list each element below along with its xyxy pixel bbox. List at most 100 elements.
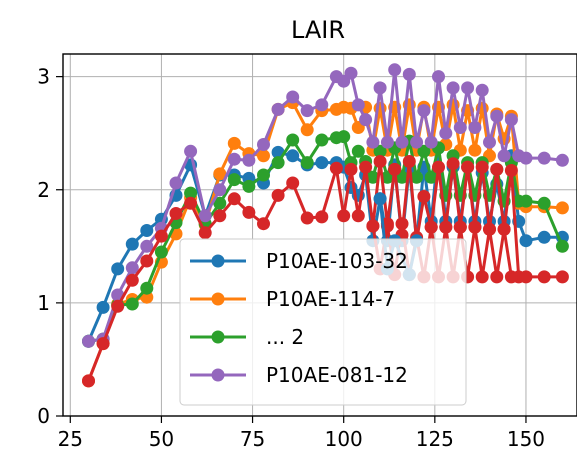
- data-point: [111, 299, 125, 313]
- x-tick-label: 100: [325, 427, 363, 451]
- data-point: [432, 160, 445, 174]
- data-point: [82, 334, 95, 348]
- data-point: [184, 144, 198, 158]
- data-point: [424, 220, 438, 234]
- data-point: [286, 133, 300, 147]
- legend: P10AE-103-32 P10AE-114-7 ... 2 P10AE-081-12: [179, 238, 467, 406]
- data-point: [519, 270, 533, 284]
- data-point: [257, 149, 270, 163]
- data-point: [373, 155, 387, 168]
- data-point: [388, 162, 402, 176]
- data-point: [286, 149, 300, 163]
- data-point: [388, 63, 402, 77]
- data-point: [468, 143, 482, 157]
- legend-item: P10AE-081-12: [190, 363, 408, 387]
- data-point: [227, 192, 241, 206]
- data-point: [140, 254, 154, 268]
- data-point: [227, 136, 241, 150]
- y-tick-label: 2: [37, 178, 50, 202]
- legend-box: [179, 238, 467, 406]
- data-point: [366, 170, 380, 184]
- data-point: [417, 104, 431, 118]
- x-tick-label: 125: [416, 427, 454, 451]
- data-point: [410, 135, 424, 149]
- data-point: [490, 109, 504, 123]
- data-point: [497, 149, 511, 163]
- data-point: [555, 270, 569, 284]
- data-point: [504, 164, 518, 177]
- data-point: [213, 209, 227, 223]
- series-line: [88, 68, 563, 343]
- data-point: [344, 66, 358, 80]
- data-point: [373, 144, 387, 158]
- data-point: [537, 151, 551, 165]
- legend-swatch-marker: [211, 368, 225, 382]
- data-point: [257, 168, 270, 182]
- data-point: [475, 160, 489, 174]
- data-point: [271, 156, 285, 170]
- data-point: [125, 273, 139, 287]
- data-point: [555, 153, 569, 167]
- data-point: [82, 374, 95, 388]
- data-point: [359, 160, 373, 174]
- data-point: [286, 90, 300, 104]
- data-point: [537, 230, 551, 244]
- data-point: [329, 161, 343, 175]
- data-point: [125, 297, 139, 311]
- x-axis: 25 50 75 100 125 150: [58, 416, 545, 451]
- data-point: [198, 209, 212, 223]
- data-point: [242, 205, 256, 219]
- data-point: [475, 270, 489, 284]
- data-point: [300, 104, 314, 118]
- y-axis: 0 1 2 3: [37, 65, 63, 428]
- legend-swatch-marker: [211, 292, 225, 306]
- data-point: [537, 270, 551, 284]
- legend-swatch-marker: [211, 254, 225, 268]
- data-point: [140, 239, 154, 253]
- chart-title: LAIR: [291, 16, 345, 44]
- data-point: [344, 162, 358, 176]
- data-point: [227, 152, 241, 166]
- legend-label: P10AE-103-32: [266, 249, 408, 273]
- data-point: [373, 192, 387, 206]
- data-point: [453, 220, 467, 234]
- data-point: [380, 135, 394, 149]
- data-point: [461, 160, 475, 174]
- data-point: [351, 209, 365, 223]
- y-tick-label: 1: [37, 291, 50, 315]
- data-point: [184, 196, 198, 210]
- data-point: [213, 183, 227, 197]
- data-point: [242, 179, 256, 193]
- data-point: [227, 173, 241, 187]
- data-point: [257, 217, 270, 231]
- data-point: [359, 113, 373, 127]
- data-point: [439, 220, 453, 234]
- legend-item: P10AE-103-32: [190, 249, 408, 273]
- data-point: [439, 126, 453, 140]
- legend-swatch-marker: [211, 330, 225, 344]
- data-point: [402, 155, 416, 168]
- plot-area: [82, 63, 569, 388]
- data-point: [184, 186, 198, 200]
- data-point: [432, 70, 445, 84]
- data-point: [519, 151, 533, 165]
- data-point: [169, 176, 183, 190]
- legend-label: P10AE-081-12: [266, 363, 408, 387]
- data-point: [213, 196, 227, 210]
- data-point: [410, 170, 424, 184]
- data-point: [395, 135, 409, 149]
- data-point: [315, 133, 329, 147]
- data-point: [366, 219, 380, 233]
- data-point: [483, 222, 496, 236]
- data-point: [140, 224, 154, 237]
- data-point: [537, 196, 551, 210]
- data-point: [504, 113, 518, 127]
- data-point: [468, 220, 482, 234]
- data-point: [96, 337, 110, 351]
- data-point: [96, 300, 110, 314]
- data-point: [337, 209, 351, 223]
- data-point: [286, 176, 300, 190]
- legend-item: P10AE-114-7: [190, 287, 395, 311]
- x-tick-label: 50: [149, 427, 174, 451]
- data-point: [446, 157, 460, 171]
